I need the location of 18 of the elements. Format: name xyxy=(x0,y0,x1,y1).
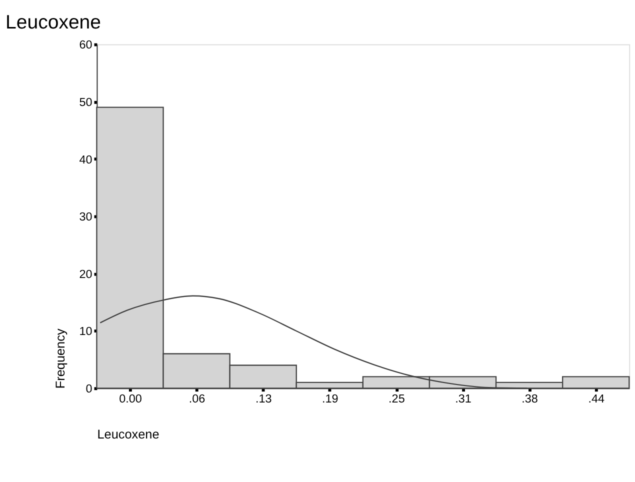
x-tick-label: .38 xyxy=(522,392,538,406)
y-tick-label: 40 xyxy=(79,153,93,166)
y-tick-label: 10 xyxy=(79,325,93,338)
x-axis-title: Leucoxene xyxy=(97,427,160,442)
y-tick-label: 20 xyxy=(79,268,93,281)
y-tick-label: 30 xyxy=(79,210,93,224)
y-tick-label: 0 xyxy=(86,382,93,396)
x-tick-label: .19 xyxy=(322,392,338,406)
x-tick-label: .13 xyxy=(255,392,272,406)
x-tick-label: 0.00 xyxy=(119,392,142,406)
y-tick-label: 60 xyxy=(79,38,93,52)
x-tick-label: .44 xyxy=(588,392,605,406)
x-tick-label: .31 xyxy=(455,392,472,406)
y-tick-label: 50 xyxy=(79,96,93,109)
x-tick-label: .06 xyxy=(188,392,206,406)
x-tick-label: .25 xyxy=(388,392,406,406)
y-axis-title: Frequency xyxy=(54,328,68,389)
chart-title: Leucoxene xyxy=(6,12,102,34)
